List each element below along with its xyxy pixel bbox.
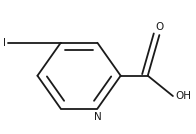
Text: OH: OH bbox=[175, 91, 191, 101]
Text: I: I bbox=[3, 38, 6, 48]
Text: O: O bbox=[155, 22, 163, 32]
Text: N: N bbox=[93, 111, 101, 122]
